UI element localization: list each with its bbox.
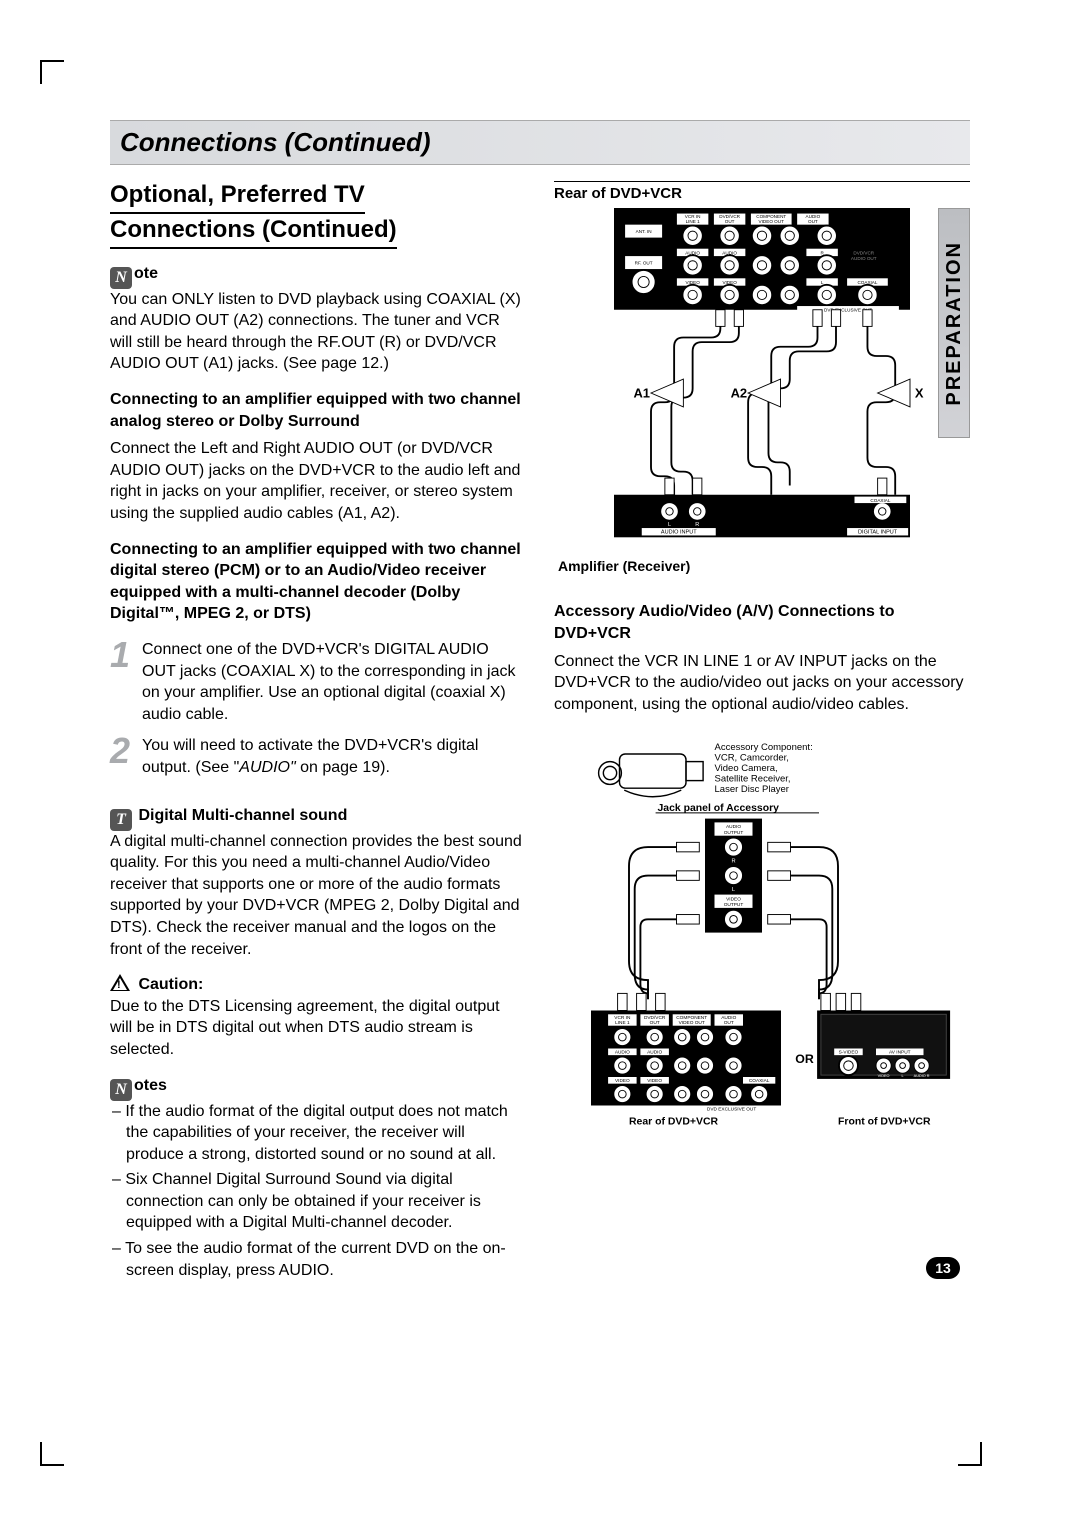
svg-text:AUDIO R: AUDIO R	[914, 1074, 930, 1078]
notes-icon: N	[110, 1079, 132, 1101]
svg-text:Video Camera,: Video Camera,	[715, 764, 778, 775]
svg-text:VIDEO OUT: VIDEO OUT	[679, 1020, 705, 1026]
svg-text:OUTPUT: OUTPUT	[724, 902, 744, 908]
amp-label: Amplifier (Receiver)	[558, 557, 970, 576]
a1-label: A1	[633, 386, 650, 401]
caution-text: Due to the DTS Licensing agreement, the …	[110, 998, 500, 1058]
svg-text:S-VIDEO: S-VIDEO	[839, 1050, 859, 1056]
svg-text:LINE 1: LINE 1	[686, 219, 701, 224]
svg-text:Accessory Component:: Accessory Component:	[715, 743, 813, 754]
diagram-amplifier: VCR INLINE 1 DVD/VCROUT COMPONENTVIDEO O…	[554, 208, 970, 550]
a2-label: A2	[731, 386, 748, 401]
diagram-accessory: Accessory Component: VCR, Camcorder, Vid…	[554, 735, 970, 1134]
svg-text:AUDIO INPUT: AUDIO INPUT	[661, 530, 697, 536]
svg-text:DVD EXCLUSIVE OUT: DVD EXCLUSIVE OUT	[707, 1107, 756, 1113]
amp-analog: Connecting to an amplifier equipped with…	[110, 389, 526, 525]
step-1: 1 Connect one of the DVD+VCR's DIGITAL A…	[110, 639, 526, 725]
svg-text:VIDEO OUT: VIDEO OUT	[759, 219, 785, 224]
svg-text:ANT. IN: ANT. IN	[636, 229, 652, 234]
section-banner: Connections (Continued)	[110, 120, 970, 165]
svg-text:LINE 1: LINE 1	[615, 1020, 630, 1026]
x-label: X	[915, 386, 924, 401]
svg-text:R: R	[695, 523, 699, 529]
svg-text:AV INPUT: AV INPUT	[889, 1050, 911, 1056]
note-label: ote	[134, 265, 158, 282]
note-block: Note You can ONLY listen to DVD playback…	[110, 263, 526, 375]
svg-text:L: L	[732, 887, 735, 893]
svg-text:VIDEO: VIDEO	[615, 1078, 630, 1084]
svg-text:VIDEO: VIDEO	[647, 1078, 662, 1084]
side-tab: PREPARATION	[938, 208, 970, 438]
note-item: If the audio format of the digital outpu…	[112, 1101, 526, 1166]
or-label: OR	[795, 1052, 814, 1066]
tip-heading: Digital Multi-channel sound	[138, 807, 347, 824]
caution-block: ! Caution: Due to the DTS Licensing agre…	[110, 974, 526, 1060]
side-tab-label: PREPARATION	[941, 241, 968, 406]
step-1-text: Connect one of the DVD+VCR's DIGITAL AUD…	[142, 639, 526, 725]
step-2-num: 2	[110, 735, 136, 778]
svg-text:L: L	[821, 280, 824, 285]
step-2-text: You will need to activate the DVD+VCR's …	[142, 735, 526, 778]
notes-list: If the audio format of the digital outpu…	[112, 1101, 526, 1282]
svg-text:VIDEO: VIDEO	[726, 897, 741, 903]
tip-icon: T	[110, 809, 132, 831]
svg-text:DIGITAL INPUT: DIGITAL INPUT	[858, 530, 898, 536]
accessory-text: Connect the VCR IN LINE 1 or AV INPUT ja…	[554, 651, 970, 716]
step-1-num: 1	[110, 639, 136, 725]
svg-text:COAXIAL: COAXIAL	[870, 498, 890, 503]
step2-b: AUDIO"	[239, 759, 295, 776]
svg-text:COAXIAL: COAXIAL	[749, 1078, 770, 1084]
svg-text:OUT: OUT	[724, 1020, 734, 1026]
tip-text: A digital multi-channel connection provi…	[110, 833, 522, 958]
banner-title: Connections (Continued)	[120, 125, 960, 160]
heading-line1: Optional, Preferred TV	[110, 181, 365, 214]
left-column: Optional, Preferred TV Connections (Cont…	[110, 181, 526, 1295]
svg-text:AUDIO: AUDIO	[615, 1050, 630, 1056]
note-text: You can ONLY listen to DVD playback usin…	[110, 291, 521, 373]
note-item: Six Channel Digital Surround Sound via d…	[112, 1169, 526, 1234]
svg-text:L: L	[902, 1074, 904, 1078]
step2-c: on page 19).	[296, 759, 390, 776]
svg-text:VCR, Camcorder,: VCR, Camcorder,	[715, 753, 789, 764]
svg-text:RF. OUT: RF. OUT	[635, 261, 653, 266]
caution-icon: !	[110, 974, 130, 991]
svg-text:VIDEO: VIDEO	[878, 1074, 890, 1078]
step-2: 2 You will need to activate the DVD+VCR'…	[110, 735, 526, 778]
svg-text:OUT: OUT	[650, 1020, 660, 1026]
notes-label: otes	[134, 1077, 167, 1094]
svg-text:Rear of DVD+VCR: Rear of DVD+VCR	[629, 1117, 718, 1128]
tip-block: T Digital Multi-channel sound A digital …	[110, 805, 526, 961]
svg-text:AUDIO: AUDIO	[726, 825, 741, 831]
svg-text:L: L	[668, 523, 671, 529]
note-icon: N	[110, 267, 132, 289]
svg-text:OUT: OUT	[725, 219, 735, 224]
svg-text:OUT: OUT	[808, 219, 818, 224]
amp-analog-text: Connect the Left and Right AUDIO OUT (or…	[110, 438, 526, 524]
svg-text:OUTPUT: OUTPUT	[724, 830, 744, 836]
note-item: To see the audio format of the current D…	[112, 1238, 526, 1281]
page: Connections (Continued) PREPARATION Opti…	[0, 0, 1080, 1335]
notes-block: Notes If the audio format of the digital…	[110, 1075, 526, 1282]
amp-analog-heading: Connecting to an amplifier equipped with…	[110, 389, 526, 432]
svg-text:Jack panel of Accessory: Jack panel of Accessory	[658, 803, 780, 814]
svg-text:R: R	[731, 859, 735, 865]
svg-text:Front of DVD+VCR: Front of DVD+VCR	[838, 1117, 931, 1128]
caution-label: Caution:	[138, 976, 203, 993]
amp-digital: Connecting to an amplifier equipped with…	[110, 539, 526, 625]
accessory-block: Accessory Audio/Video (A/V) Connections …	[554, 601, 970, 715]
right-column: Rear of DVD+VCR VCR INLINE 1 DVD/VCROUT …	[554, 181, 970, 1295]
svg-text:AUDIO OUT: AUDIO OUT	[851, 256, 877, 261]
svg-text:Satellite Receiver,: Satellite Receiver,	[715, 774, 791, 785]
rear-label: Rear of DVD+VCR	[554, 181, 970, 204]
page-number: 13	[926, 1257, 960, 1279]
amp-digital-heading: Connecting to an amplifier equipped with…	[110, 539, 526, 625]
heading-line2: Connections (Continued)	[110, 216, 397, 249]
svg-text:DVD/VCR: DVD/VCR	[853, 251, 874, 256]
svg-text:AUDIO: AUDIO	[647, 1050, 662, 1056]
svg-text:Laser Disc Player: Laser Disc Player	[715, 784, 789, 795]
accessory-heading: Accessory Audio/Video (A/V) Connections …	[554, 601, 970, 644]
